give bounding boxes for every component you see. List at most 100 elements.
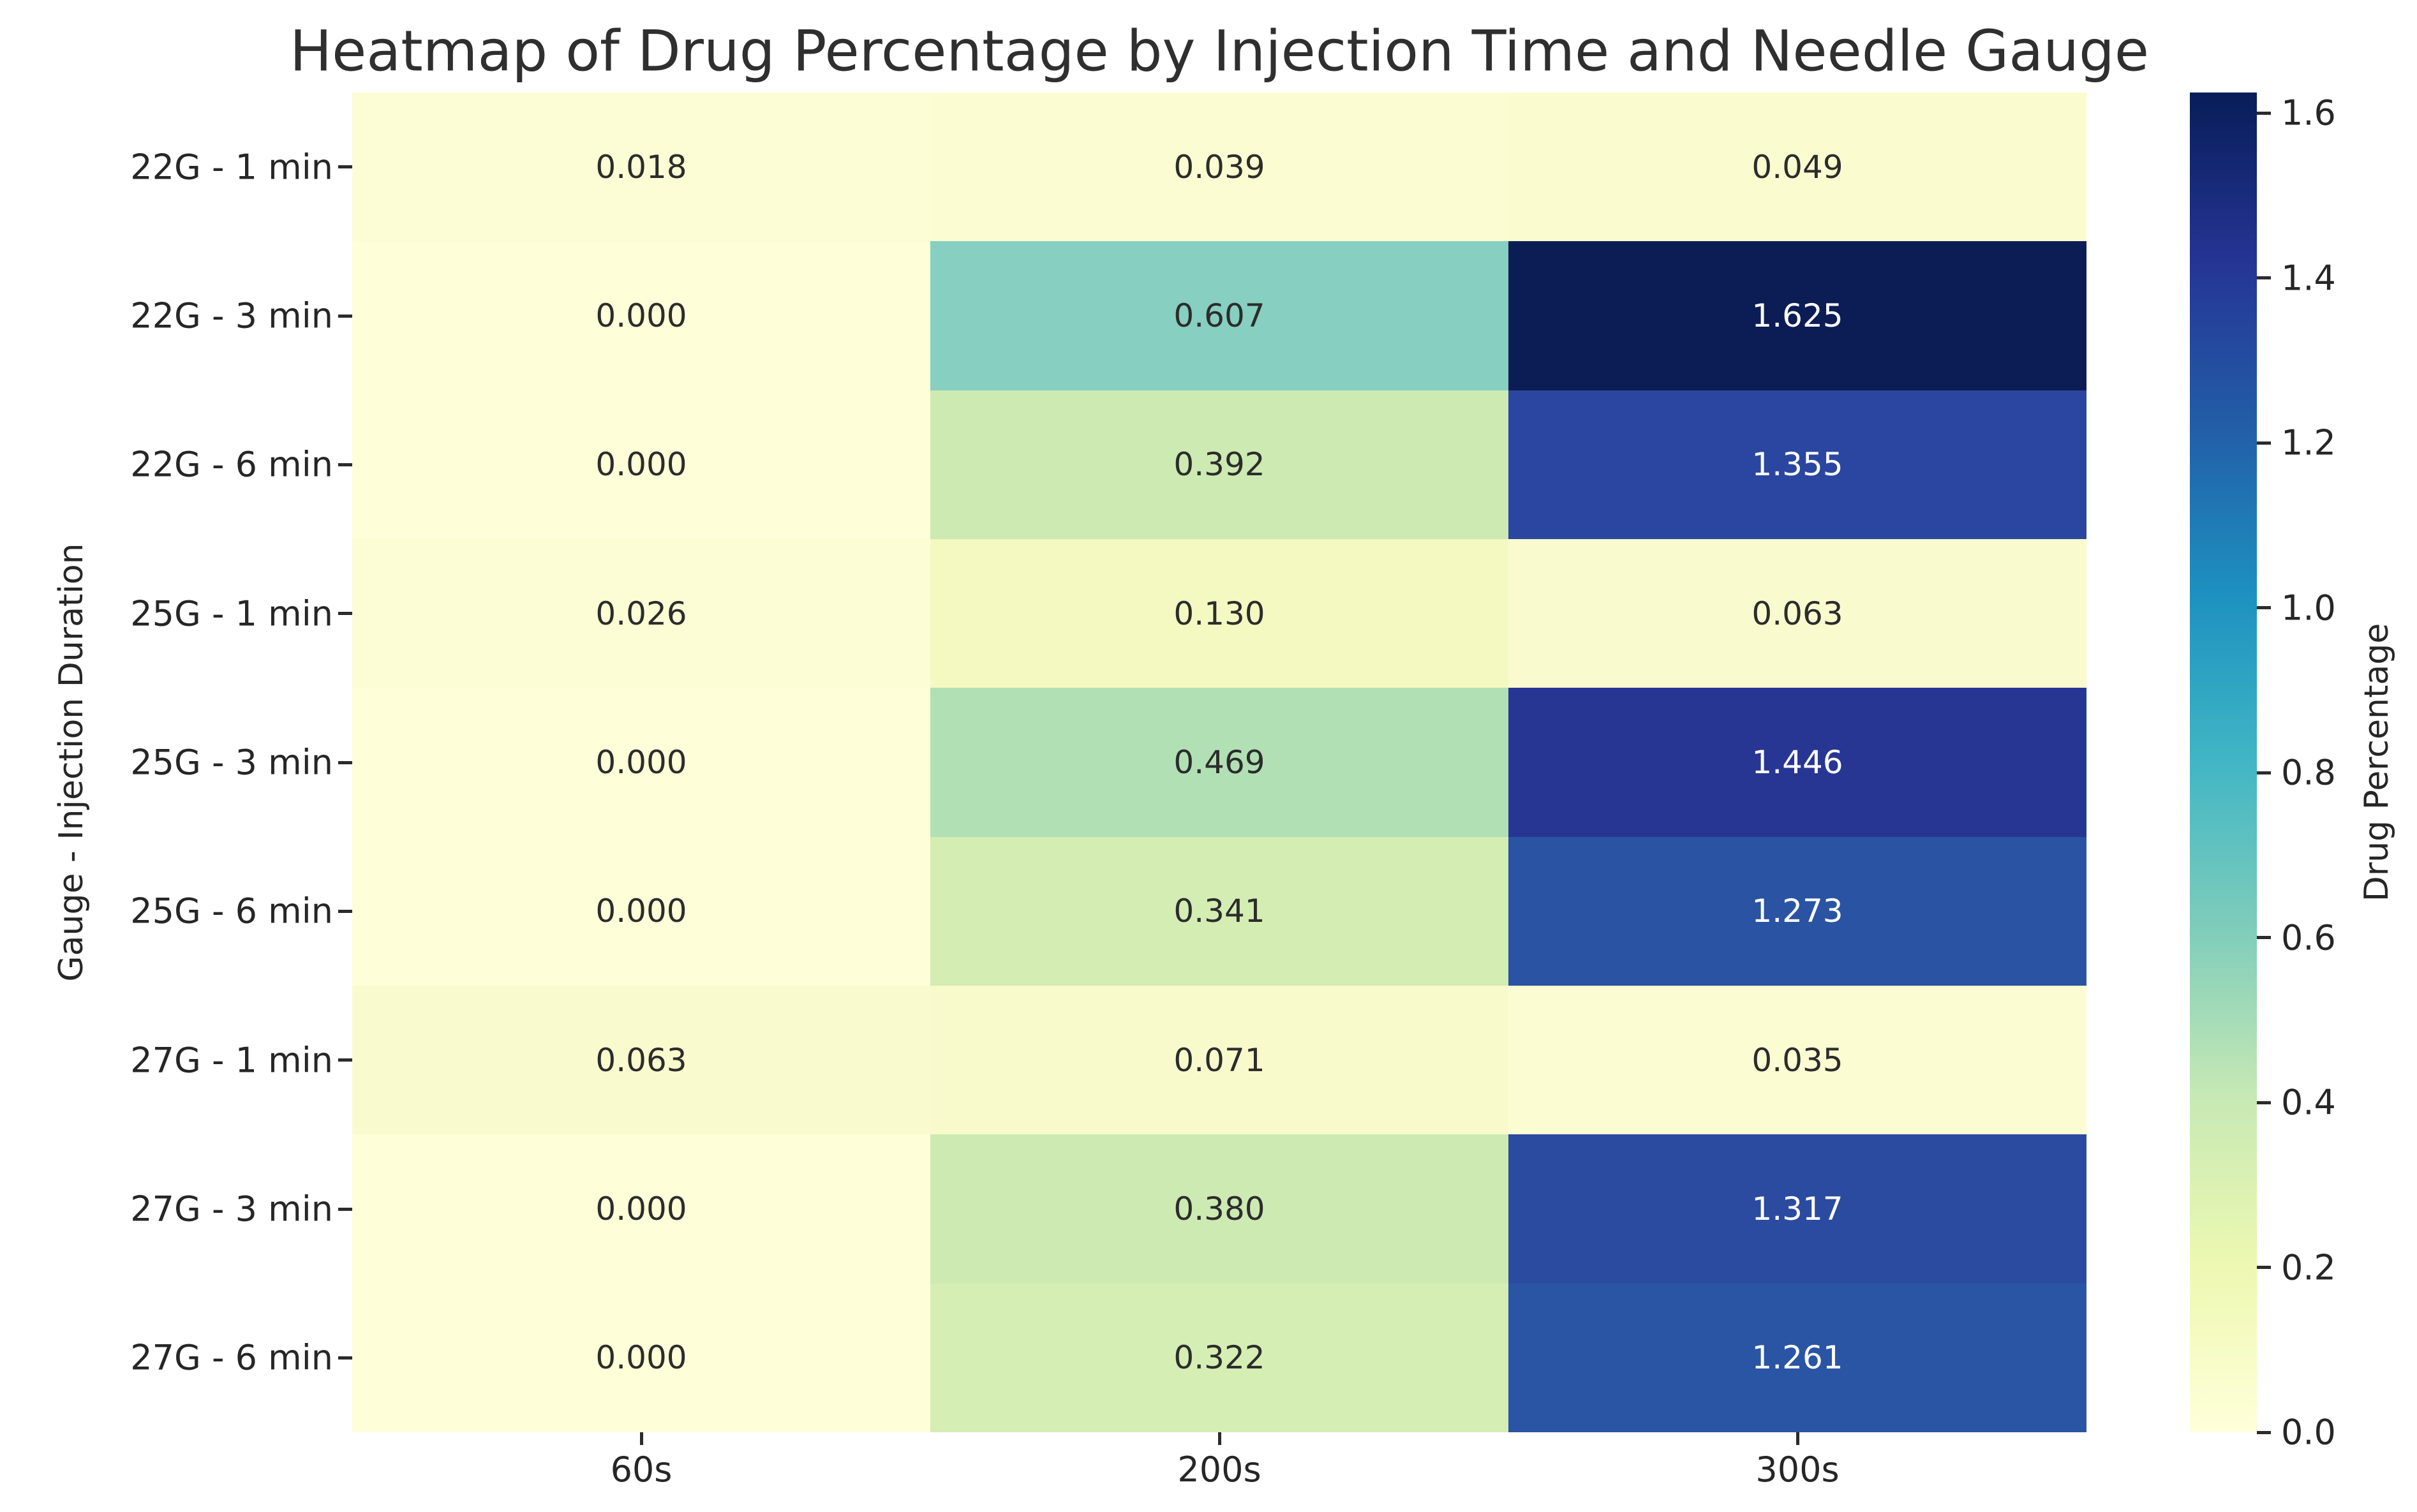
cell-value: 0.063 [1751, 595, 1843, 632]
heatmap-cell: 1.261 [1508, 1283, 2086, 1432]
colorbar-tick-mark [2257, 771, 2271, 775]
x-tick-mark [1217, 1432, 1221, 1445]
colorbar-tick-mark [2257, 1430, 2271, 1434]
heatmap-cell: 1.317 [1508, 1134, 2086, 1284]
heatmap-cell: 0.341 [930, 836, 1508, 986]
y-tick-label: 22G - 1 min [130, 147, 333, 188]
colorbar-tick-mark [2257, 441, 2271, 445]
heatmap-cell: 0.000 [352, 390, 930, 539]
colorbar-tick-label: 0.4 [2281, 1082, 2336, 1123]
cell-value: 1.446 [1751, 743, 1843, 781]
colorbar-tick-mark [2257, 936, 2271, 940]
colorbar-tick-label: 0.2 [2281, 1247, 2336, 1288]
y-tick-label: 27G - 6 min [130, 1337, 333, 1378]
colorbar-tick-mark [2257, 111, 2271, 115]
heatmap-cell: 0.000 [352, 836, 930, 986]
colorbar-tick-label: 1.4 [2281, 258, 2336, 299]
cell-value: 1.625 [1751, 297, 1843, 334]
y-tick-mark [338, 463, 352, 466]
y-tick-label: 27G - 1 min [130, 1040, 333, 1081]
cell-value: 0.341 [1173, 893, 1265, 930]
y-tick-label: 22G - 3 min [130, 295, 333, 336]
cell-value: 0.000 [595, 446, 687, 484]
cell-value: 1.317 [1751, 1190, 1843, 1227]
heatmap-cell: 0.392 [930, 390, 1508, 539]
x-tick-label: 60s [610, 1449, 673, 1490]
heatmap-cell: 0.018 [352, 93, 930, 242]
colorbar-tick-label: 1.2 [2281, 422, 2336, 463]
heatmap-cell: 1.625 [1508, 241, 2086, 390]
cell-value: 0.130 [1173, 595, 1265, 632]
heatmap-cell: 0.000 [352, 1283, 930, 1432]
cell-value: 1.355 [1751, 446, 1843, 484]
colorbar-gradient [2190, 93, 2257, 1432]
heatmap-cell: 0.035 [1508, 985, 2086, 1135]
heatmap-cell: 1.446 [1508, 688, 2086, 837]
heatmap-cell: 1.355 [1508, 390, 2086, 539]
cell-value: 0.000 [595, 297, 687, 334]
cell-value: 0.039 [1173, 148, 1265, 186]
cell-value: 0.392 [1173, 446, 1265, 484]
cell-value: 0.071 [1173, 1041, 1265, 1079]
heatmap-cell: 0.607 [930, 241, 1508, 390]
cell-value: 0.000 [595, 893, 687, 930]
colorbar-tick-label: 1.0 [2281, 588, 2336, 628]
colorbar-tick-label: 0.6 [2281, 917, 2336, 958]
y-tick-label: 27G - 3 min [130, 1189, 333, 1229]
y-tick-mark [338, 1207, 352, 1211]
heatmap-cell: 0.380 [930, 1134, 1508, 1284]
y-tick-mark [338, 165, 352, 169]
cell-value: 0.049 [1751, 148, 1843, 186]
heatmap-cell: 0.071 [930, 985, 1508, 1135]
cell-value: 0.607 [1173, 297, 1265, 334]
cell-value: 0.000 [595, 1339, 687, 1377]
heatmap-grid: 0.018 0.039 0.049 0.000 0.607 1.625 0.000 0.392… [352, 93, 2086, 1432]
cell-value: 1.261 [1751, 1339, 1843, 1377]
colorbar-tick-mark [2257, 276, 2271, 280]
cell-value: 0.380 [1173, 1190, 1265, 1227]
colorbar-label: Drug Percentage [2358, 623, 2396, 902]
heatmap-cell: 0.063 [1508, 538, 2086, 688]
heatmap-cell: 0.000 [352, 241, 930, 390]
cell-value: 1.273 [1751, 893, 1843, 930]
y-tick-label: 25G - 6 min [130, 891, 333, 931]
x-tick-mark [639, 1432, 643, 1445]
colorbar-tick-mark [2257, 1266, 2271, 1270]
cell-value: 0.000 [595, 743, 687, 781]
heatmap-cell: 0.063 [352, 985, 930, 1135]
cell-value: 0.018 [595, 148, 687, 186]
x-tick-label: 200s [1177, 1449, 1261, 1490]
y-tick-mark [338, 612, 352, 616]
cell-value: 0.035 [1751, 1041, 1843, 1079]
heatmap-cell: 0.322 [930, 1283, 1508, 1432]
y-tick-mark [338, 314, 352, 318]
cell-value: 0.026 [595, 595, 687, 632]
y-tick-label: 25G - 1 min [130, 593, 333, 634]
heatmap-cell: 0.000 [352, 688, 930, 837]
chart-title: Heatmap of Drug Percentage by Injection … [289, 18, 2150, 84]
y-tick-mark [338, 909, 352, 913]
heatmap-cell: 1.273 [1508, 836, 2086, 986]
colorbar-tick-label: 0.0 [2281, 1412, 2336, 1453]
heatmap-cell: 0.026 [352, 538, 930, 688]
colorbar-tick-label: 0.8 [2281, 752, 2336, 793]
heatmap-cell: 0.049 [1508, 93, 2086, 242]
cell-value: 0.469 [1173, 743, 1265, 781]
x-tick-mark [1796, 1432, 1799, 1445]
heatmap-cell: 0.469 [930, 688, 1508, 837]
y-axis-label: Gauge - Injection Duration [52, 543, 91, 982]
heatmap-cell: 0.039 [930, 93, 1508, 242]
colorbar-tick-label: 1.6 [2281, 93, 2336, 133]
cell-value: 0.063 [595, 1041, 687, 1079]
heatmap-cell: 0.000 [352, 1134, 930, 1284]
colorbar-tick-mark [2257, 606, 2271, 610]
colorbar-tick-mark [2257, 1101, 2271, 1104]
cell-value: 0.322 [1173, 1339, 1265, 1377]
y-tick-mark [338, 1356, 352, 1360]
x-tick-label: 300s [1755, 1449, 1840, 1490]
y-tick-mark [338, 760, 352, 764]
y-tick-label: 22G - 6 min [130, 444, 333, 485]
heatmap-cell: 0.130 [930, 538, 1508, 688]
y-tick-label: 25G - 3 min [130, 742, 333, 783]
